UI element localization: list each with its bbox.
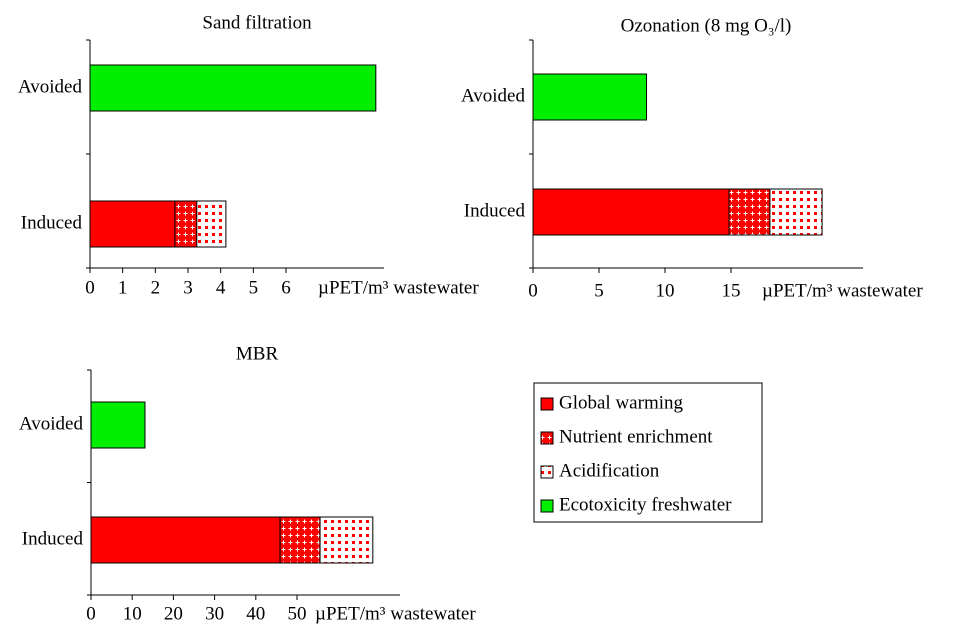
bar-segment bbox=[90, 516, 281, 564]
legend-swatch bbox=[540, 431, 554, 445]
x-tick-label: 10 bbox=[656, 280, 675, 301]
x-tick-label: 6 bbox=[281, 277, 291, 298]
x-tick-label: 4 bbox=[216, 277, 226, 298]
x-tick-label: 5 bbox=[249, 277, 259, 298]
x-tick-label: 20 bbox=[164, 603, 183, 624]
legend-box bbox=[533, 382, 763, 523]
chart-title: Ozonation (8 mg O₃/l) bbox=[621, 15, 792, 36]
x-tick-label: 3 bbox=[183, 277, 193, 298]
x-axis-label: µPET/m³ wastewater bbox=[318, 277, 479, 298]
x-tick-label: 15 bbox=[722, 280, 741, 301]
x-axis-label: µPET/m³ wastewater bbox=[315, 603, 476, 624]
category-label: Avoided bbox=[18, 76, 83, 97]
x-tick-label: 0 bbox=[528, 280, 538, 301]
category-label: Avoided bbox=[19, 413, 84, 434]
x-tick-label: 30 bbox=[205, 603, 224, 624]
x-tick-label: 40 bbox=[246, 603, 265, 624]
legend-label: Acidification bbox=[559, 460, 660, 481]
x-tick-label: 2 bbox=[151, 277, 161, 298]
bar-segment bbox=[196, 200, 227, 248]
category-label: Induced bbox=[22, 528, 84, 549]
x-tick-label: 0 bbox=[85, 277, 95, 298]
bar-segment bbox=[319, 516, 374, 564]
bar-segment bbox=[90, 401, 146, 449]
x-tick-label: 1 bbox=[118, 277, 128, 298]
x-tick-label: 0 bbox=[86, 603, 96, 624]
bar-segment bbox=[532, 188, 730, 236]
bar-segment bbox=[89, 64, 377, 112]
chart-title: Sand filtration bbox=[202, 12, 312, 33]
bar-segment bbox=[769, 188, 823, 236]
bar-segment bbox=[279, 516, 321, 564]
x-axis-label: µPET/m³ wastewater bbox=[762, 280, 923, 301]
chart-title: MBR bbox=[236, 343, 279, 364]
legend-label: Global warming bbox=[559, 392, 684, 413]
legend-swatch bbox=[540, 465, 554, 479]
legend-swatch bbox=[540, 397, 554, 411]
x-tick-label: 5 bbox=[594, 280, 604, 301]
category-label: Avoided bbox=[461, 85, 526, 106]
bar-segment bbox=[89, 200, 176, 248]
legend-label: Ecotoxicity freshwater bbox=[559, 494, 732, 515]
bar-segment bbox=[728, 188, 771, 236]
bar-segment bbox=[532, 73, 648, 121]
category-label: Induced bbox=[21, 212, 83, 233]
legend-swatch bbox=[540, 499, 554, 513]
legend-label: Nutrient enrichment bbox=[559, 426, 713, 447]
category-label: Induced bbox=[464, 200, 526, 221]
x-tick-label: 50 bbox=[288, 603, 307, 624]
x-tick-label: 10 bbox=[123, 603, 142, 624]
bar-segment bbox=[174, 200, 198, 248]
